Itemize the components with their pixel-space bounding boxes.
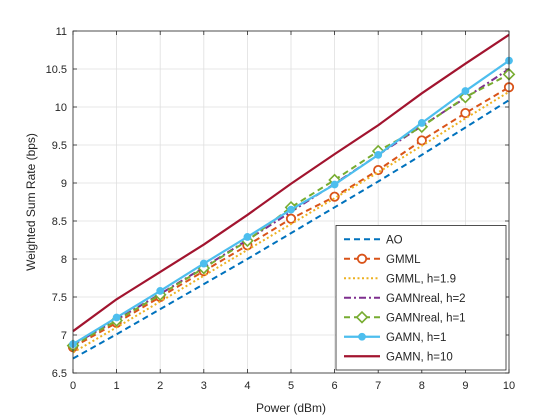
series-6 [72,33,510,333]
series-5-point [374,150,383,159]
legend-item: GMML [344,253,421,266]
x-tick-label: 8 [419,380,425,392]
series-1-point [460,107,471,119]
y-tick-label: 11 [56,26,67,38]
legend-item: GAMN, h=10 [344,351,453,363]
legend-label: GAMNreal, h=1 [386,312,466,324]
legend-label: GMML, h=1.9 [386,273,456,285]
series-5-point [417,119,426,127]
legend-label: GAMNreal, h=2 [386,293,466,305]
series-0-line [72,99,510,360]
series-5-point [199,259,208,268]
x-tick-label: 3 [201,380,207,392]
y-tick-label: 9.5 [52,140,67,152]
y-tick-label: 10 [55,102,67,114]
y-axis-label: Weighted Sum Rate (bps) [24,133,38,271]
series-5-point [112,313,121,322]
series-5-point [243,233,252,241]
legend-label: AO [386,234,403,246]
legend-marker [355,310,369,324]
series-2 [72,90,510,354]
x-axis-label: Power (dBm) [256,401,326,415]
legend-label: GMML [386,254,421,266]
y-tick-label: 6.5 [52,368,67,380]
series-5-point [461,87,470,95]
x-tick-label: 9 [462,380,468,392]
series-2-line [72,90,510,354]
series-5-point [156,287,165,295]
legend-item: GAMN, h=1 [344,332,446,344]
x-tick-label: 0 [70,380,76,392]
legend-item: GMML, h=1.9 [344,273,456,285]
x-tick-label: 5 [288,380,294,392]
x-tick-label: 6 [332,380,338,392]
y-tick-label: 10.5 [46,64,67,76]
legend-marker [356,253,368,264]
legend-marker [358,332,366,341]
series-1-point [416,135,427,146]
legend-item: GAMNreal, h=1 [344,310,466,324]
x-tick-label: 1 [114,380,120,392]
series-5-point [330,180,339,189]
legend: AO GMML GMML, h=1.9 GAMNreal, h=2 GAMNreal, … [335,225,507,371]
x-tick-label: 7 [375,380,381,392]
series-4-line [72,73,510,347]
series-6-line [72,33,510,333]
series-0 [72,99,510,360]
x-tick-label: 10 [503,380,515,392]
legend-label: GAMN, h=10 [386,351,453,363]
series-5-point [287,205,295,214]
series-4-point [459,90,472,104]
axis-ticks: 0 1 2 3 4 5 6 7 8 9 10 6.5 7 7.5 8 8.5 9 9.5 10 10.5 11 [46,26,516,392]
x-tick-label: 2 [157,380,163,392]
legend-label: GAMN, h=1 [386,332,446,344]
series-layer [66,33,516,360]
y-tick-label: 8 [61,254,67,266]
y-tick-label: 7.5 [52,292,67,304]
y-tick-label: 9 [61,178,67,190]
legend-item: AO [344,234,403,246]
y-tick-label: 7 [61,330,67,342]
x-tick-label: 4 [244,380,250,392]
y-tick-label: 8.5 [52,216,67,228]
legend-item: GAMNreal, h=2 [344,293,466,305]
